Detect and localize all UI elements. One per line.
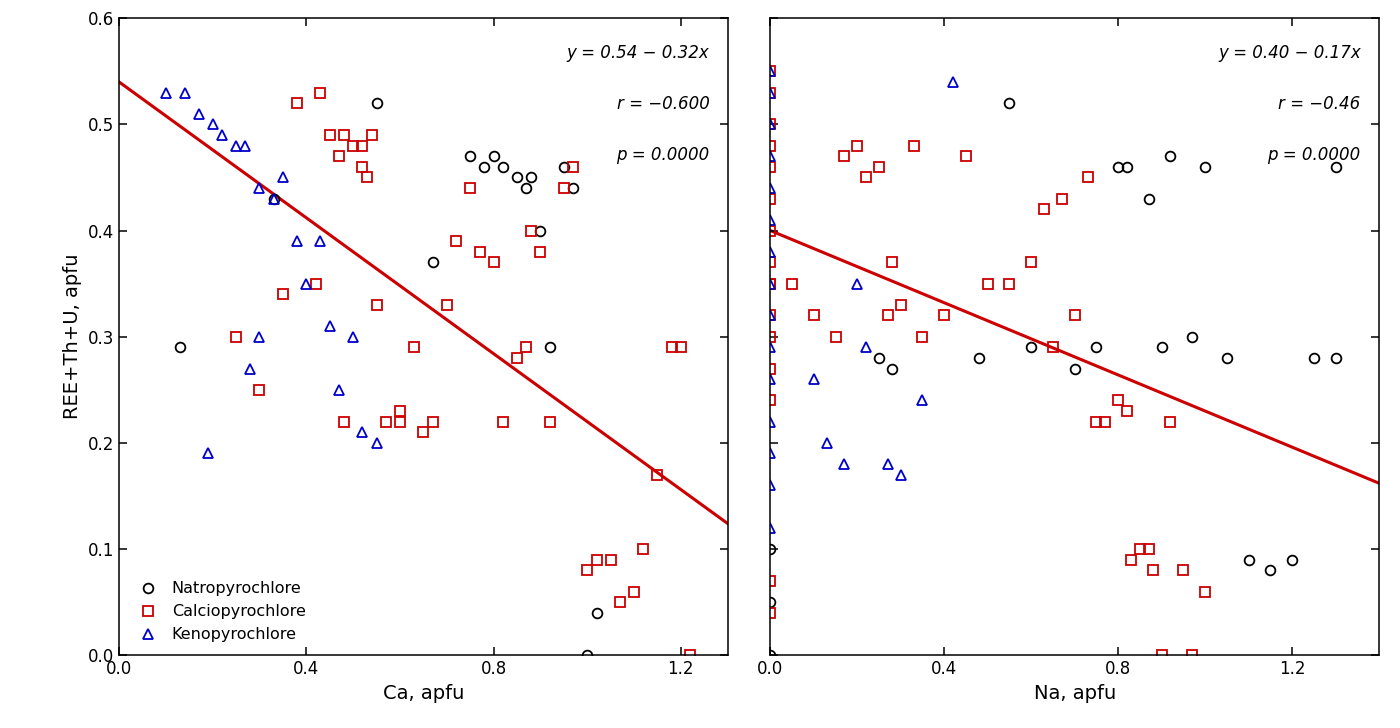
Text: y = 0.40 − 0.17x: y = 0.40 − 0.17x xyxy=(1218,44,1361,62)
Text: p = 0.0000: p = 0.0000 xyxy=(1267,146,1361,164)
Text: y = 0.54 − 0.32x: y = 0.54 − 0.32x xyxy=(567,44,710,62)
Legend: Natropyrochlore, Calciopyrochlore, Kenopyrochlore: Natropyrochlore, Calciopyrochlore, Kenop… xyxy=(127,577,311,647)
X-axis label: Ca, apfu: Ca, apfu xyxy=(382,684,463,703)
X-axis label: Na, apfu: Na, apfu xyxy=(1033,684,1116,703)
Text: r = −0.600: r = −0.600 xyxy=(616,95,710,113)
Text: p = 0.0000: p = 0.0000 xyxy=(616,146,710,164)
Text: r = −0.46: r = −0.46 xyxy=(1278,95,1361,113)
Y-axis label: REE+Th+U, apfu: REE+Th+U, apfu xyxy=(63,254,83,419)
